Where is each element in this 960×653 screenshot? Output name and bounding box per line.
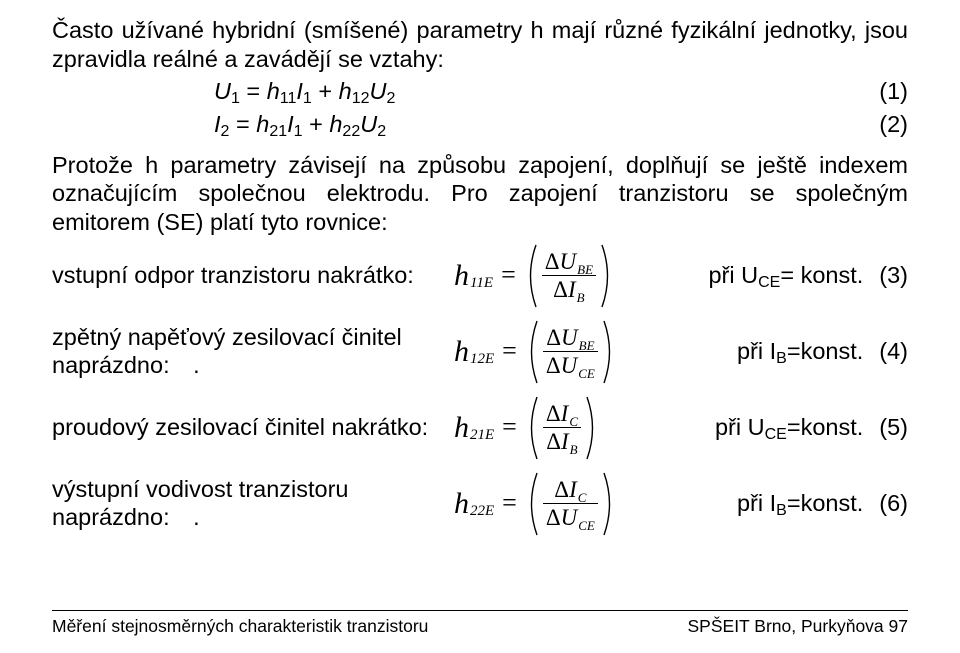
definition-label: vstupní odpor tranzistoru nakrátko: [52,262,454,290]
footer-right: SPŠEIT Brno, Purkyňova 97 [688,616,909,637]
paren-open [523,319,541,385]
definition-condition: při IB=konst.(6) [618,490,908,518]
equation-number: (6) [879,490,908,516]
definition-list: vstupní odpor tranzistoru nakrátko:h11E=… [52,243,908,537]
fraction: ΔUBEΔIB [542,248,596,303]
definition-row: proudový zesilovací činitel nakrátko:h21… [52,395,908,461]
definition-formula: h22E=ΔICΔUCE [454,471,618,537]
definition-formula: h12E=ΔUBEΔUCE [454,319,618,385]
definition-row: výstupní vodivost tranzistorunaprázdno: … [52,471,908,537]
equation-2: I2 = h21I1 + h22U2 (2) [52,110,908,139]
paren-close [598,243,616,309]
paren-close [600,319,618,385]
definition-label: výstupní vodivost tranzistorunaprázdno: … [52,476,454,531]
paragraph-1: Často užívané hybridní (smíšené) paramet… [52,16,908,73]
definition-formula: h21E=ΔICΔIB [454,395,601,461]
fraction: ΔICΔUCE [543,476,598,531]
equation-number: (3) [879,262,908,288]
paragraph-2: Protože h parametry závisejí na způsobu … [52,151,908,237]
definition-condition: při UCE=konst.(5) [601,414,908,442]
footer-left: Měření stejnosměrných charakteristik tra… [52,616,428,637]
equation-1: U1 = h11I1 + h12U2 (1) [52,77,908,106]
fraction: ΔUBEΔUCE [543,324,598,379]
definition-row: zpětný napěťový zesilovací činitelnapráz… [52,319,908,385]
fraction: ΔICΔIB [543,400,581,455]
equation-number-2: (2) [879,110,908,139]
definition-formula: h11E=ΔUBEΔIB [454,243,616,309]
equation-number: (4) [879,338,908,364]
paren-close [583,395,601,461]
paren-open [523,395,541,461]
paren-close [600,471,618,537]
definition-label: proudový zesilovací činitel nakrátko: [52,414,454,442]
definition-condition: při UCE= konst.(3) [616,262,908,290]
definition-label: zpětný napěťový zesilovací činitelnapráz… [52,324,454,379]
paren-open [523,471,541,537]
equation-number: (5) [879,414,908,440]
definition-row: vstupní odpor tranzistoru nakrátko:h11E=… [52,243,908,309]
definition-condition: při IB=konst.(4) [618,338,908,366]
page-footer: Měření stejnosměrných charakteristik tra… [52,610,908,637]
paren-open [522,243,540,309]
equation-number-1: (1) [879,77,908,106]
document-page: Často užívané hybridní (smíšené) paramet… [0,0,960,653]
